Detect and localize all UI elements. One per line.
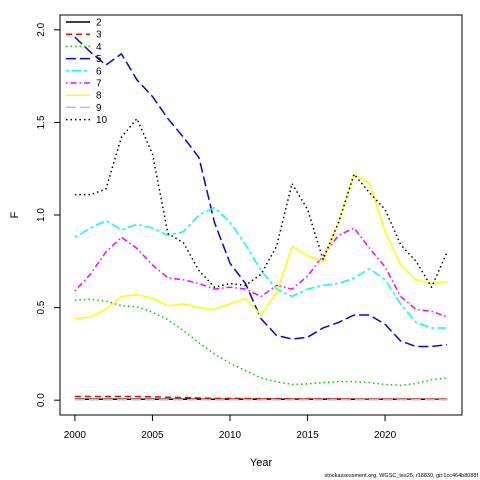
legend-label-7: 7 — [96, 79, 102, 90]
legend-label-8: 8 — [96, 91, 102, 102]
legend-label-6: 6 — [96, 66, 102, 77]
legend-label-4: 4 — [96, 42, 102, 53]
x-tick-label: 2005 — [141, 430, 164, 441]
y-tick-label: 1.5 — [36, 115, 47, 129]
y-axis: 0.0 0.5 1.0 1.5 2.0 — [36, 22, 61, 407]
series-line-7 — [74, 227, 448, 318]
x-axis-title: Year — [250, 457, 273, 469]
x-tick-label: 2000 — [64, 430, 87, 441]
legend-label-10: 10 — [96, 115, 108, 126]
y-tick-label: 0.5 — [36, 300, 47, 314]
x-tick-label: 2010 — [219, 430, 242, 441]
x-tick-label: 2020 — [374, 430, 397, 441]
series-line-8 — [74, 173, 448, 320]
y-tick-label: 0.0 — [36, 393, 47, 407]
x-tick-label: 2015 — [296, 430, 319, 441]
y-axis-title: F — [9, 211, 21, 218]
legend-label-9: 9 — [96, 103, 102, 114]
x-axis: 2000 2005 2010 2015 2020 — [64, 414, 397, 441]
legend-label-5: 5 — [96, 54, 102, 65]
legend-label-2: 2 — [96, 18, 102, 29]
series-layer — [74, 36, 448, 401]
y-tick-label: 2.0 — [36, 22, 47, 36]
source-footer: stockassessment.org, WGSC_tes25, r18830,… — [325, 473, 479, 479]
series-line-5 — [74, 36, 448, 348]
legend-label-3: 3 — [96, 30, 102, 41]
y-tick-label: 1.0 — [36, 208, 47, 222]
